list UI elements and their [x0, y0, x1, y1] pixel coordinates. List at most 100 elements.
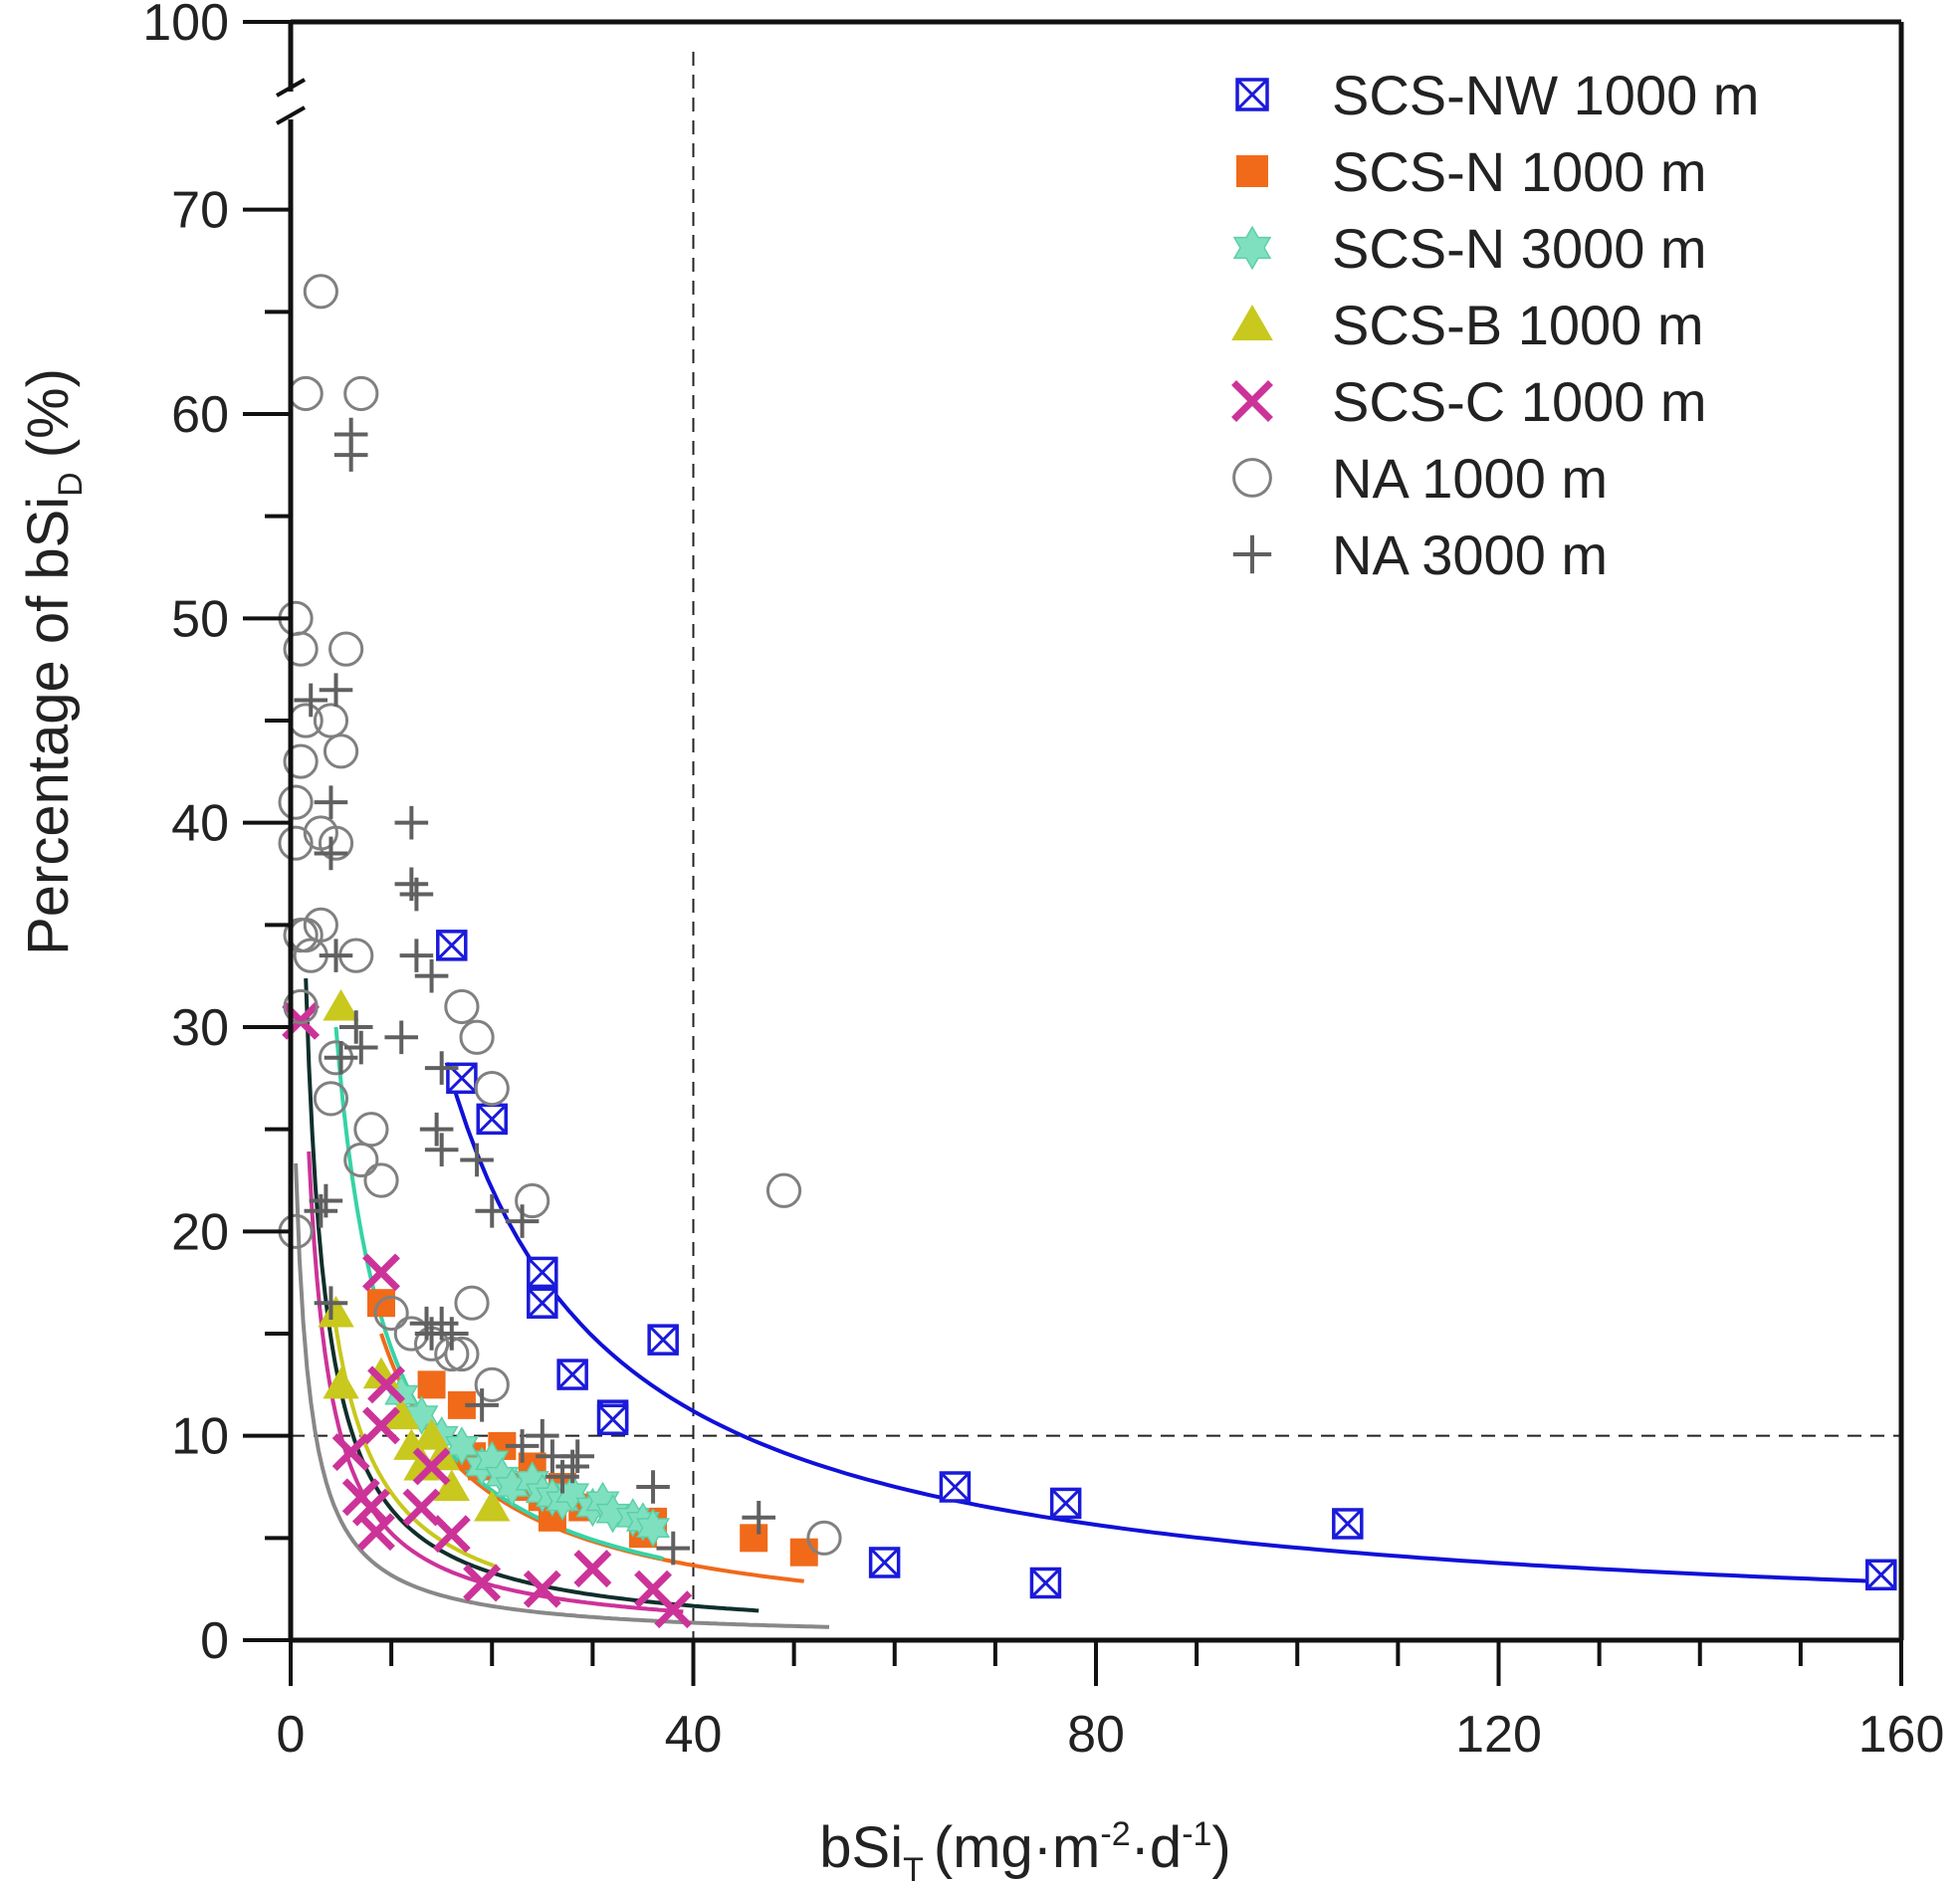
legend-marker [1235, 78, 1269, 111]
legend-label: SCS-C 1000 m [1332, 370, 1707, 433]
data-point [939, 1471, 972, 1503]
legend-item-na-1000-m: NA 1000 m [1232, 447, 1608, 510]
legend-label: NA 3000 m [1332, 523, 1608, 586]
data-point [357, 1513, 395, 1552]
data-point [319, 673, 353, 707]
data-point [402, 1488, 441, 1527]
fit-curve-scs-b-1000-m [331, 1313, 498, 1570]
data-point [596, 1403, 629, 1435]
data-point [333, 438, 368, 472]
data-point [283, 988, 319, 1025]
legend-label: SCS-NW 1000 m [1332, 64, 1759, 126]
data-point [742, 1501, 776, 1535]
legend-marker [1232, 225, 1272, 271]
data-point [806, 1520, 842, 1556]
data-point [636, 1470, 670, 1504]
y-tick-label: 0 [200, 1612, 229, 1670]
data-point [283, 918, 319, 953]
data-point [383, 1397, 420, 1430]
data-point [304, 1194, 338, 1228]
legend-marker [1232, 534, 1272, 574]
y-axis-break-mark [276, 78, 306, 125]
data-point [331, 1433, 370, 1472]
y-tick-label: 70 [171, 182, 229, 240]
data-point [283, 631, 319, 667]
data-point [373, 1295, 409, 1332]
data-point [459, 1019, 495, 1055]
data-point [314, 1286, 348, 1320]
data-point [444, 1426, 480, 1466]
reference-lines [291, 52, 1901, 1640]
series-scs-c-1000-m [282, 1001, 693, 1629]
y-tick-label: 100 [142, 0, 229, 52]
data-point [454, 1285, 490, 1321]
data-point [1865, 1559, 1897, 1591]
data-point [523, 1570, 561, 1608]
data-point [328, 631, 364, 667]
data-point [324, 1041, 358, 1075]
data-point [288, 703, 324, 738]
y-tick-label: 60 [171, 386, 229, 444]
legend-label: SCS-N 3000 m [1332, 217, 1707, 280]
data-point [433, 1469, 470, 1501]
legend-marker [1236, 155, 1268, 187]
data-point [465, 1388, 499, 1422]
data-point [474, 1490, 511, 1522]
legend-label: SCS-B 1000 m [1332, 294, 1704, 356]
legend-marker [1231, 380, 1273, 422]
legend-item-scs-n-3000-m: SCS-N 3000 m [1232, 217, 1707, 280]
data-point [789, 1538, 818, 1567]
data-point [654, 1590, 693, 1629]
data-point [424, 1051, 459, 1085]
data-point [367, 1365, 406, 1404]
fit-curve-scs-nw-1000-m [444, 1062, 1881, 1584]
data-point [323, 1366, 359, 1399]
data-point [319, 939, 353, 972]
data-point [527, 1287, 558, 1319]
data-point [475, 1194, 510, 1228]
data-point [527, 1256, 558, 1289]
data-point [318, 1295, 354, 1328]
data-point [394, 805, 429, 840]
data-point [343, 1142, 379, 1178]
data-point [647, 1324, 679, 1356]
data-point [294, 683, 328, 718]
y-tick-label: 30 [171, 999, 229, 1057]
data-point [338, 1010, 373, 1044]
data-point [313, 703, 349, 738]
data-point [403, 1448, 440, 1481]
data-point [656, 1531, 691, 1566]
data-point [573, 1550, 612, 1588]
data-point [343, 1030, 378, 1065]
data-point [515, 1182, 550, 1219]
data-point [399, 877, 434, 912]
legend-label: NA 1000 m [1332, 447, 1608, 510]
data-point [353, 1112, 389, 1148]
legend-label: SCS-N 1000 m [1332, 140, 1707, 203]
data-point [417, 1370, 446, 1399]
data-point [314, 785, 348, 819]
data-point [323, 988, 359, 1021]
series-scs-nw-1000-m [436, 930, 1897, 1599]
data-point [474, 1366, 510, 1402]
data-point [362, 1253, 400, 1292]
data-point [412, 1447, 451, 1486]
data-point [476, 1103, 508, 1136]
data-point [1049, 1487, 1082, 1520]
legend-item-na-3000-m: NA 3000 m [1232, 523, 1608, 586]
data-point [636, 1508, 671, 1548]
y-tick-label: 40 [171, 795, 229, 853]
y-tick-label: 10 [171, 1408, 229, 1466]
data-point [363, 1162, 399, 1198]
data-point [414, 958, 449, 993]
data-point [362, 1406, 400, 1445]
x-tick-label: 40 [665, 1706, 723, 1764]
x-tick-label: 120 [1455, 1706, 1542, 1764]
data-point [435, 1317, 469, 1351]
data-point [505, 1429, 540, 1463]
legend-marker [1231, 305, 1273, 340]
data-point [419, 1112, 454, 1147]
data-point [313, 1081, 349, 1117]
series-scs-n-3000-m [384, 1374, 671, 1548]
